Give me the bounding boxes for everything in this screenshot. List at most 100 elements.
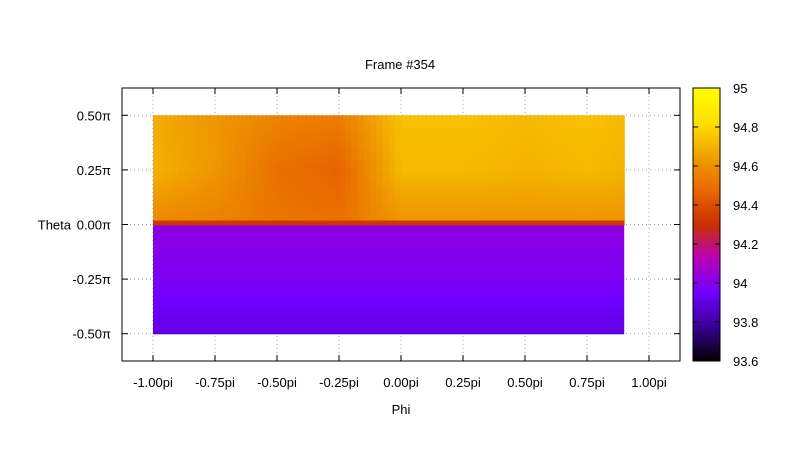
heatmap-cell — [184, 191, 191, 196]
heatmap-cell — [475, 177, 483, 182]
heatmap-cell — [277, 151, 284, 156]
heatmap-cell — [506, 180, 514, 186]
heatmap-cell — [239, 115, 247, 120]
heatmap-cell — [177, 209, 185, 215]
heatmap-cell — [574, 137, 582, 142]
heatmap-cells — [153, 115, 625, 335]
heatmap-cell — [413, 155, 421, 160]
heatmap-cell — [463, 158, 470, 164]
heatmap-cell — [512, 137, 520, 142]
heatmap-cell — [475, 209, 483, 215]
heatmap-cell — [562, 195, 569, 200]
heatmap-cell — [618, 155, 625, 160]
heatmap-cell — [345, 206, 352, 211]
heatmap-cell — [264, 169, 272, 175]
heatmap-cell — [239, 184, 247, 189]
heatmap-cell — [202, 195, 210, 200]
heatmap-cell — [233, 144, 241, 149]
heatmap-cell — [531, 217, 538, 222]
heatmap-cell — [301, 151, 309, 156]
heatmap-cell — [221, 177, 228, 182]
heatmap-cell — [177, 202, 185, 207]
heatmap-cell — [593, 213, 600, 218]
heatmap-cell — [556, 155, 563, 160]
heatmap-cell — [618, 129, 625, 135]
heatmap-cell — [543, 115, 551, 120]
heatmap-cell — [159, 199, 166, 204]
heatmap-cell — [425, 169, 433, 175]
heatmap-cell — [463, 184, 470, 189]
heatmap-cell — [252, 217, 259, 222]
heatmap-cell — [394, 209, 402, 215]
heatmap-cell — [165, 115, 173, 120]
heatmap-cell — [444, 206, 452, 211]
heatmap-cell — [258, 126, 266, 131]
heatmap-cell — [177, 144, 185, 149]
heatmap-cell — [525, 169, 532, 175]
heatmap-cell — [227, 140, 235, 146]
heatmap-cell — [531, 148, 538, 153]
heatmap-cell — [184, 140, 191, 146]
heatmap-cell — [301, 213, 309, 218]
heatmap-cell — [376, 140, 383, 146]
heatmap-cell — [382, 158, 390, 164]
heatmap-cell — [450, 115, 458, 120]
heatmap-cell — [221, 151, 228, 156]
heatmap-cell — [419, 202, 427, 207]
heatmap-cell — [556, 206, 563, 211]
heatmap-cell — [320, 140, 328, 146]
heatmap-cell — [407, 158, 414, 164]
heatmap-cell — [171, 148, 179, 153]
heatmap-cell — [339, 122, 346, 127]
heatmap-cell — [512, 151, 520, 156]
heatmap-cell — [587, 188, 594, 193]
heatmap-cell — [537, 118, 545, 124]
heatmap-cell — [289, 195, 297, 200]
heatmap-cell — [444, 202, 452, 207]
heatmap-cell — [376, 169, 383, 175]
heatmap-cell — [599, 148, 607, 153]
heatmap-cell — [599, 166, 607, 171]
heatmap-cell — [289, 129, 297, 135]
heatmap-cell — [475, 213, 483, 218]
heatmap-cell — [456, 155, 464, 160]
heatmap-cell — [593, 206, 600, 211]
heatmap-cell — [432, 158, 439, 164]
heatmap-cell — [382, 129, 390, 135]
heatmap-cell — [512, 173, 520, 178]
heatmap-cell — [314, 126, 321, 131]
heatmap-cell — [208, 177, 216, 182]
heatmap-cell — [301, 199, 309, 204]
heatmap-cell — [587, 137, 594, 142]
heatmap-cell — [587, 191, 594, 196]
heatmap-cell — [363, 148, 371, 153]
heatmap-cell — [599, 126, 607, 131]
heatmap-cell — [233, 166, 241, 171]
heatmap-cell — [351, 122, 359, 127]
heatmap-cell — [345, 158, 352, 164]
heatmap-cell — [171, 188, 179, 193]
heatmap-cell — [159, 188, 166, 193]
heatmap-cell — [270, 126, 278, 131]
heatmap-cell — [208, 180, 216, 186]
heatmap-cell — [611, 122, 619, 127]
heatmap-cell — [252, 140, 259, 146]
heatmap-cell — [580, 199, 588, 204]
heatmap-cell — [270, 137, 278, 142]
heatmap-cell — [487, 195, 495, 200]
heatmap-cell — [556, 126, 563, 131]
heatmap-cell — [549, 195, 557, 200]
heatmap-cell — [264, 122, 272, 127]
heatmap-cell — [432, 129, 439, 135]
heatmap-cell — [258, 169, 266, 175]
heatmap-cell — [456, 213, 464, 218]
heatmap-cell — [432, 151, 439, 156]
heatmap-cell — [339, 126, 346, 131]
heatmap-cell — [264, 133, 272, 138]
heatmap-cell — [252, 144, 259, 149]
heatmap-cell — [252, 191, 259, 196]
heatmap-cell — [549, 217, 557, 222]
heatmap-cell — [376, 195, 383, 200]
heatmap-cell — [301, 169, 309, 175]
heatmap-cell — [525, 144, 532, 149]
